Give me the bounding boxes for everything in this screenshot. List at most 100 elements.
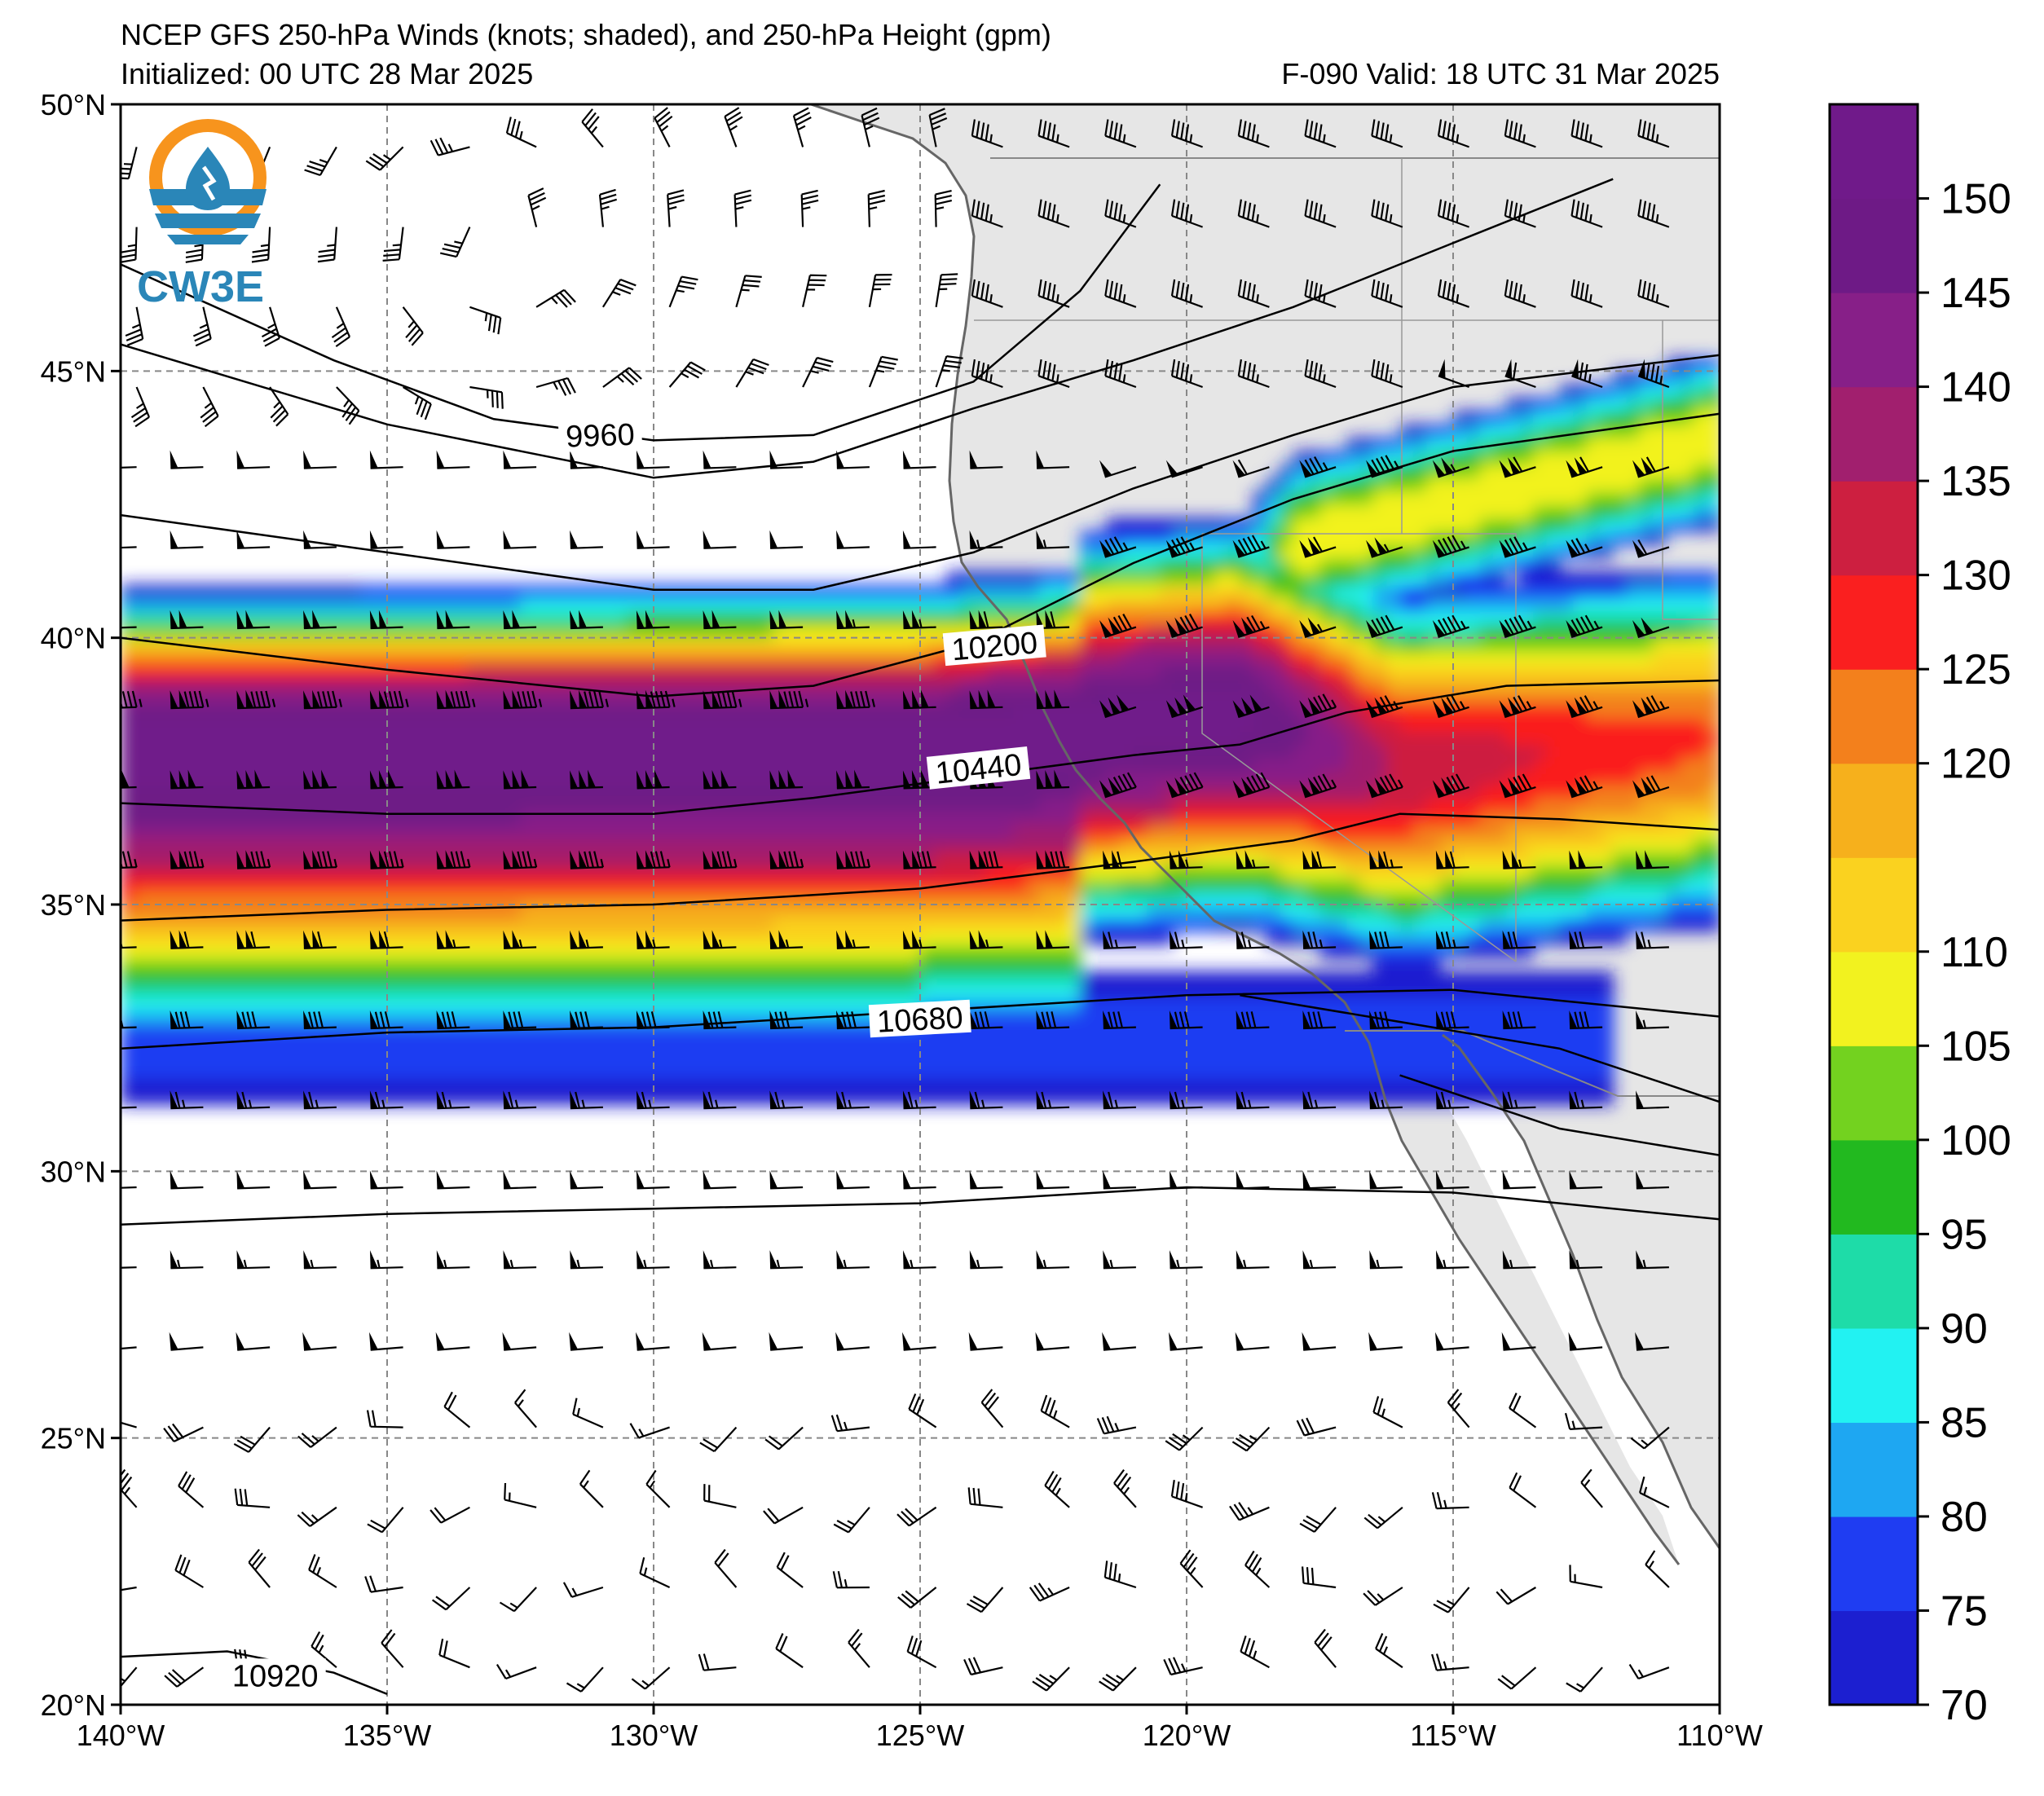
wind-barb <box>1637 279 1670 308</box>
wind-barb <box>1304 773 1337 799</box>
wind-barb-pennant <box>369 930 387 949</box>
wind-barb <box>1570 199 1603 228</box>
wind-barb-pennant <box>1165 694 1196 718</box>
wind-barb-pennant <box>570 1170 578 1189</box>
colorbar-tick-label: 140 <box>1940 364 2011 412</box>
wind-barb <box>1104 119 1137 148</box>
wind-barb-pennant <box>1236 850 1253 869</box>
wind-barb-pennant <box>1369 1010 1377 1028</box>
wind-barb <box>1237 359 1270 389</box>
wind-barb-pennant <box>570 1010 578 1028</box>
wind-barb-pennant <box>703 610 720 628</box>
wind-barb-pennant <box>1632 457 1654 478</box>
wind-barb <box>130 386 151 428</box>
wind-barb-pennant <box>369 610 387 628</box>
wind-barb-pennant <box>1299 697 1321 718</box>
wind-barb <box>1029 1583 1070 1602</box>
wind-barb-pennant <box>236 689 254 709</box>
wind-barb-pennant <box>836 1170 844 1189</box>
wind-barb <box>703 1011 737 1030</box>
wind-barb-pennant <box>502 1332 512 1350</box>
wind-barb-pennant <box>1236 1250 1244 1269</box>
colorbar-swatch <box>1830 763 1918 858</box>
colorbar-tick-label: 105 <box>1940 1023 2011 1070</box>
wind-barb <box>1170 1259 1203 1270</box>
wind-barb-pennant <box>835 1332 844 1350</box>
wind-barb-pennant <box>503 530 512 548</box>
wind-barb <box>1299 1507 1337 1533</box>
wind-barb <box>514 1389 537 1428</box>
wind-barb-pennant <box>1502 1170 1511 1189</box>
wind-barb <box>639 1556 671 1588</box>
wind-barb-pennant <box>902 1332 911 1350</box>
wind-barb <box>1570 1011 1603 1030</box>
wind-barb <box>935 273 958 307</box>
wind-barb-pennant <box>769 610 787 628</box>
colorbar-swatch <box>1830 1327 1918 1424</box>
wind-barb <box>1570 614 1603 638</box>
wind-barb-pennant <box>570 850 587 869</box>
wind-barb <box>572 1398 604 1428</box>
cw3e-logo-icon <box>149 119 267 244</box>
wind-barb-pennant <box>1169 1170 1178 1189</box>
wind-barb <box>1636 1259 1669 1270</box>
wind-barb-pennant <box>969 1010 978 1028</box>
wind-barb-pennant <box>703 769 729 789</box>
wind-barb-pennant <box>236 1250 245 1269</box>
contour-label-text: 10920 <box>232 1659 319 1693</box>
wind-barb-pennant <box>1236 1090 1244 1109</box>
wind-barb <box>1304 119 1337 148</box>
wind-barb <box>776 1552 804 1588</box>
wind-barb-pennant <box>1569 1250 1578 1269</box>
wind-barb <box>121 690 143 709</box>
wind-barb-pennant <box>1169 1332 1178 1350</box>
wind-barb <box>237 1259 271 1270</box>
wind-barb <box>331 306 351 348</box>
wind-barb-pennant <box>103 1332 112 1350</box>
wind-barb-pennant <box>636 689 654 709</box>
wind-barb-pennant <box>1103 1010 1111 1028</box>
wind-barb <box>1237 279 1270 308</box>
wind-barb <box>1037 279 1070 308</box>
wind-barb-pennant <box>703 1250 711 1269</box>
wind-barb <box>668 361 706 388</box>
wind-barb <box>1037 119 1070 148</box>
wind-barb-pennant <box>1638 359 1645 379</box>
wind-barb <box>496 1664 537 1680</box>
wind-barb <box>437 1259 470 1270</box>
wind-barb <box>971 279 1003 308</box>
wind-barb-pennant <box>1036 769 1063 789</box>
wind-barb <box>1371 614 1403 638</box>
wind-barb <box>1570 695 1603 719</box>
map-plot-area: 9960 10200 10440 10680 10920 140°W 135°W 130°W… <box>41 88 1763 1752</box>
wind-barb-pennant <box>769 1090 778 1109</box>
wind-barb-pennant <box>1232 777 1254 798</box>
wind-barb <box>303 1011 337 1030</box>
wind-barb-pennant <box>121 769 130 788</box>
colorbar-swatch <box>1830 1139 1918 1235</box>
wind-barb-pennant <box>1499 777 1521 798</box>
wind-barb <box>735 358 769 388</box>
wind-barb <box>770 1259 804 1270</box>
wind-barb-pennant <box>902 689 929 709</box>
wind-barb-pennant <box>569 1332 578 1350</box>
wind-barb <box>121 1106 137 1109</box>
wind-barb <box>121 1346 137 1350</box>
wind-barb <box>174 1554 204 1588</box>
wind-barb-pennant <box>836 1010 844 1028</box>
wind-barb <box>562 1582 604 1598</box>
wind-barb <box>1170 119 1203 148</box>
wind-barb <box>645 1469 671 1508</box>
wind-barb-pennant <box>1432 777 1454 798</box>
wind-barb-pennant <box>303 930 320 949</box>
wind-barb-pennant <box>302 1332 311 1350</box>
wind-barb-pennant <box>503 1010 512 1028</box>
wind-barb <box>1296 1417 1337 1437</box>
wind-barb-pennant <box>104 1250 112 1268</box>
wind-barb <box>1372 1396 1403 1428</box>
wind-barb-pennant <box>769 689 787 709</box>
wind-barb <box>1229 1502 1270 1521</box>
contour-label-text: 9960 <box>566 418 636 455</box>
wind-barb-pennant <box>436 610 454 628</box>
wind-barb <box>1570 538 1603 558</box>
